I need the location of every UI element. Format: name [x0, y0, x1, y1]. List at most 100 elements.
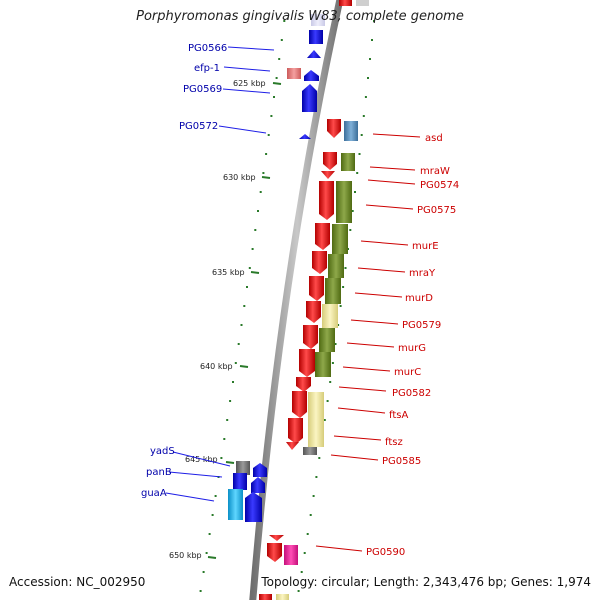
tick-dot: [309, 514, 312, 516]
label-asd: asd: [425, 133, 443, 144]
kbp-label-640: 640 kbp: [200, 362, 233, 371]
tick-dot: [356, 172, 359, 174]
tick-dot: [240, 324, 243, 326]
label-PG0572: PG0572: [179, 121, 218, 132]
kbp-tick-645: [225, 461, 235, 464]
tick-dot: [243, 305, 246, 307]
gene-PG0575[interactable]: [319, 181, 334, 220]
gene-top-red[interactable]: [339, 0, 352, 6]
gene-bottom-red[interactable]: [259, 594, 272, 600]
accession-text: Accession: NC_002950: [9, 575, 146, 589]
cog-PG0575[interactable]: [336, 181, 352, 223]
label-PG0569: PG0569: [183, 84, 222, 95]
tick-dot: [278, 58, 281, 60]
tick-dot: [214, 495, 217, 497]
tick-dot: [297, 590, 300, 592]
gene-PG0567[interactable]: [307, 50, 321, 58]
kbp-tick-625: [272, 82, 282, 85]
tick-dot: [234, 362, 237, 364]
gene-top-pale[interactable]: [311, 14, 325, 26]
kbp-tick-630: [261, 176, 271, 179]
tick-dot: [280, 39, 283, 41]
label-PG0579: PG0579: [402, 320, 441, 331]
tick-dot: [342, 286, 345, 288]
gene-murD[interactable]: [309, 276, 324, 301]
tick-dot: [326, 400, 329, 402]
cog-murG[interactable]: [319, 328, 335, 352]
gene-PG0582[interactable]: [296, 377, 311, 392]
label-PG0582: PG0582: [392, 388, 431, 399]
gene-top-gray[interactable]: [356, 0, 369, 6]
label-murG: murG: [398, 343, 426, 354]
cog-asd[interactable]: [344, 121, 358, 141]
label-yadS: yadS: [150, 446, 175, 457]
label-mraW: mraW: [420, 166, 450, 177]
gene-PG0566[interactable]: [309, 30, 323, 44]
gene-yadS-2[interactable]: [253, 463, 267, 477]
gene-murG[interactable]: [303, 325, 318, 349]
tick-dot: [373, 20, 375, 22]
tick-dot: [205, 552, 208, 554]
gene-PG0590[interactable]: [267, 543, 282, 562]
tick-dot: [303, 552, 306, 554]
gene-guaA-2[interactable]: [245, 492, 262, 522]
cog-murC[interactable]: [315, 352, 331, 377]
gene-ftsA[interactable]: [292, 391, 307, 418]
tick-dot: [329, 381, 332, 383]
tick-dot: [208, 533, 211, 535]
gene-PG0574[interactable]: [321, 171, 335, 179]
gene-efp-1[interactable]: [287, 68, 301, 79]
gene-PG0568[interactable]: [304, 70, 319, 81]
tick-dot: [337, 324, 340, 326]
gene-panB-2[interactable]: [251, 477, 265, 493]
topology-text: Topology: circular; Length: 2,343,476 bp…: [261, 575, 591, 589]
gene-PG0585[interactable]: [286, 442, 299, 450]
gene-murE[interactable]: [315, 223, 330, 250]
label-PG0585: PG0585: [382, 456, 421, 467]
tick-dot: [354, 191, 356, 193]
gene-bottom-yellow[interactable]: [276, 594, 289, 600]
tick-dot: [267, 134, 270, 136]
kbp-tick-635: [250, 271, 260, 274]
tick-dot: [270, 115, 273, 117]
kbp-tick-640: [239, 365, 249, 368]
gene-mraY[interactable]: [312, 251, 327, 274]
gene-PG0579[interactable]: [306, 301, 321, 323]
gene-ftsz[interactable]: [288, 418, 303, 444]
kbp-label-630: 630 kbp: [223, 173, 256, 182]
tick-dot: [275, 77, 278, 79]
cog-murE[interactable]: [332, 224, 348, 254]
tick-dot: [323, 419, 326, 421]
tick-dot: [248, 267, 251, 269]
tick-dot: [226, 419, 229, 421]
forward-gene-labels: asd mraW PG0574 PG0575 murE mraY murD PG…: [366, 133, 459, 558]
cog-PG0579[interactable]: [322, 304, 338, 328]
tick-dot: [223, 438, 226, 440]
gene-PG0590-a[interactable]: [269, 535, 284, 541]
cog-ftsA[interactable]: [308, 392, 324, 447]
cog-mraW[interactable]: [341, 153, 355, 171]
label-ftsA: ftsA: [389, 410, 408, 421]
cog-PG0590[interactable]: [284, 545, 298, 565]
cog-PG0585[interactable]: [303, 447, 317, 455]
tick-dot: [237, 343, 240, 345]
gene-PG0572[interactable]: [299, 134, 311, 139]
tick-dot: [369, 58, 371, 60]
gene-murC[interactable]: [299, 349, 315, 377]
forward-leader-lines: [315, 133, 421, 552]
gene-guaA[interactable]: [228, 489, 243, 520]
gene-yadS[interactable]: [236, 461, 250, 475]
gene-PG0569[interactable]: [302, 84, 317, 112]
label-murC: murC: [394, 367, 421, 378]
label-efp-1: efp-1: [194, 63, 220, 74]
cog-murD[interactable]: [325, 278, 341, 304]
tick-dot: [254, 229, 257, 231]
gene-mraW[interactable]: [323, 152, 337, 170]
tick-dot: [367, 77, 369, 79]
gene-panB[interactable]: [233, 473, 247, 490]
reverse-leader-lines: [165, 46, 275, 502]
gene-asd[interactable]: [327, 119, 341, 138]
cog-mraY[interactable]: [328, 254, 344, 278]
label-PG0566: PG0566: [188, 43, 227, 54]
